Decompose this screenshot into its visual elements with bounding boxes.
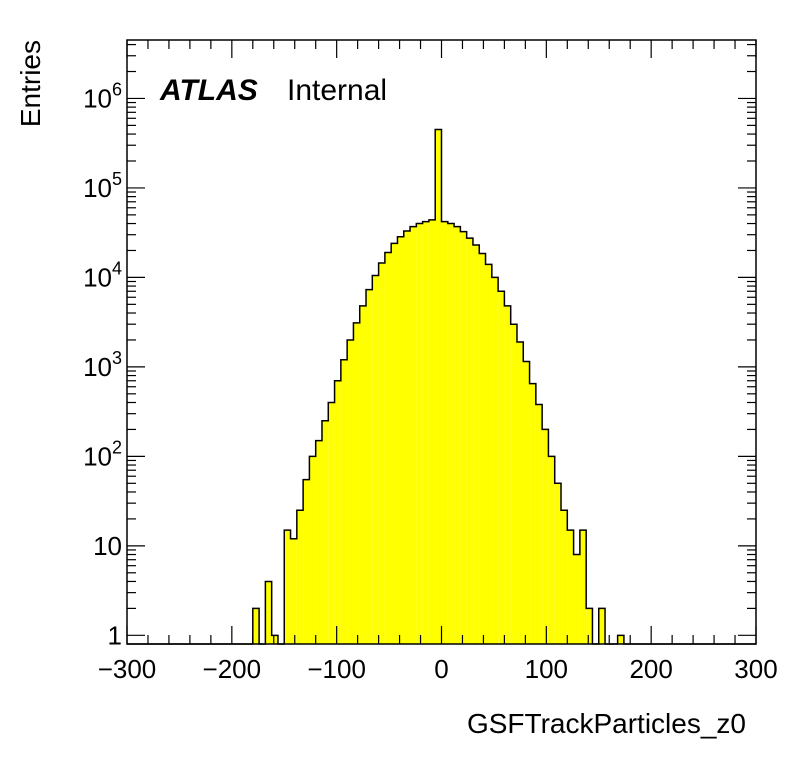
histogram-bar — [303, 479, 310, 644]
histogram-bar — [586, 608, 593, 644]
x-axis-title: GSFTrackParticles_z0 — [467, 708, 746, 739]
x-tick-label: −100 — [307, 654, 366, 684]
x-tick-label: −200 — [203, 654, 262, 684]
histogram-bar — [516, 341, 524, 644]
y-tick-label: 10 — [93, 531, 122, 561]
histogram-bar — [296, 510, 304, 644]
histogram-bar — [579, 530, 587, 644]
histogram-bar — [290, 538, 297, 644]
histogram-bar — [397, 236, 404, 644]
x-tick-label: 300 — [734, 654, 777, 684]
histogram-bar — [472, 245, 480, 644]
y-axis-ticks — [127, 43, 756, 636]
y-tick-label: 105 — [83, 169, 122, 203]
atlas-label: ATLAS — [159, 74, 258, 107]
histogram-bar — [378, 262, 385, 644]
histogram-bar — [617, 635, 624, 644]
histogram-bar — [353, 322, 360, 644]
histogram-bar — [454, 226, 461, 644]
histogram-bar — [252, 608, 260, 644]
histogram-bar — [384, 252, 392, 644]
y-tick-label: 1 — [108, 620, 122, 650]
x-tick-label: 200 — [629, 654, 672, 684]
y-axis-title: Entries — [15, 40, 46, 127]
histogram-outline — [127, 128, 756, 645]
histogram-bar — [573, 554, 580, 644]
histogram-bars — [252, 129, 624, 645]
histogram-bar — [491, 277, 499, 644]
y-axis-tick-labels: 1 10 102 103 104 105 106 — [83, 79, 122, 650]
x-axis-ticks — [126, 40, 757, 644]
histogram-bar — [529, 383, 536, 644]
histogram-bar — [428, 219, 436, 645]
histogram-bar — [321, 420, 329, 644]
histogram-bar — [309, 456, 316, 644]
x-tick-label: 0 — [434, 654, 448, 684]
histogram-bar — [441, 221, 448, 645]
x-tick-label: −300 — [98, 654, 157, 684]
histogram-bar — [466, 238, 473, 644]
histogram-bar — [561, 510, 568, 644]
histogram-bar — [422, 221, 429, 645]
y-tick-label: 106 — [83, 79, 122, 113]
y-tick-label: 103 — [83, 348, 122, 382]
histogram-bar — [271, 635, 278, 644]
histogram-bar — [535, 404, 543, 644]
histogram-bar — [504, 305, 511, 644]
internal-label: Internal — [287, 74, 387, 107]
histogram-bar — [410, 226, 417, 644]
histogram-bar — [372, 275, 379, 644]
histogram-bar — [460, 231, 467, 644]
x-axis-tick-labels: −300 −200 −100 0 100 200 300 — [98, 654, 778, 684]
histogram-bar — [403, 231, 411, 645]
histogram-bar — [554, 483, 562, 644]
histogram-bar — [328, 402, 335, 644]
histogram-bar — [510, 324, 517, 644]
y-tick-label: 104 — [83, 258, 122, 292]
histogram-bar — [315, 440, 322, 644]
histogram-bar — [435, 129, 442, 644]
y-tick-label: 102 — [83, 437, 122, 471]
histogram-bar — [347, 339, 354, 644]
histogram-bar — [284, 530, 291, 644]
histogram-bar — [523, 361, 530, 644]
histogram-bar — [391, 243, 398, 645]
histogram-bar — [567, 530, 574, 644]
histogram-bar — [340, 359, 348, 644]
histogram-bar — [498, 291, 505, 644]
histogram-bar — [366, 289, 373, 644]
histogram-bar — [334, 380, 341, 644]
histogram-bar — [359, 305, 367, 644]
histogram-bar — [265, 581, 272, 644]
histogram-bar — [485, 264, 492, 644]
x-tick-label: 100 — [525, 654, 568, 684]
histogram-bar — [416, 223, 423, 644]
histogram-bar — [447, 223, 455, 644]
histogram-bar — [479, 253, 486, 644]
histogram-bar — [548, 456, 555, 644]
histogram-bar — [598, 608, 606, 644]
histogram-bar — [542, 429, 549, 644]
